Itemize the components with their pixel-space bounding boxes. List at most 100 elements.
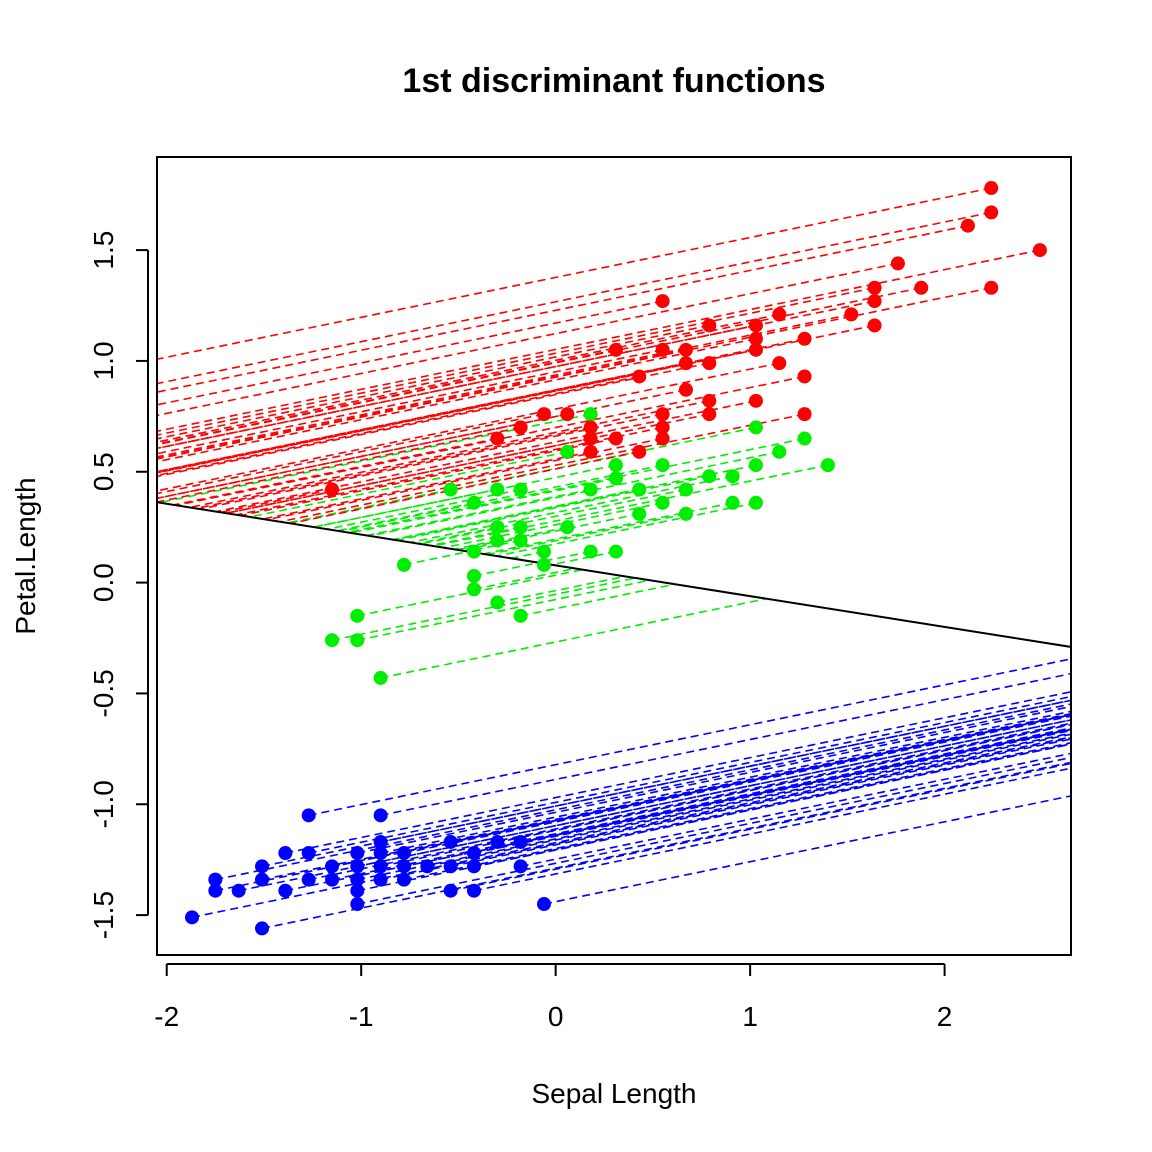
data-point xyxy=(443,482,458,497)
projection-line xyxy=(473,767,1071,892)
projection-line xyxy=(285,728,1071,892)
data-point xyxy=(797,431,812,446)
data-point xyxy=(350,872,365,887)
x-axis-label: Sepal Length xyxy=(531,1078,696,1109)
projection-line xyxy=(417,526,498,545)
projection-line xyxy=(380,597,767,679)
data-point xyxy=(632,444,647,459)
projection-line xyxy=(249,451,568,518)
data-point xyxy=(301,808,316,823)
data-point xyxy=(655,342,670,357)
projection-line xyxy=(157,324,757,450)
data-point xyxy=(820,458,835,473)
data-point xyxy=(748,331,763,346)
data-point xyxy=(466,568,481,583)
data-point xyxy=(255,921,270,936)
data-point xyxy=(632,482,647,497)
projection-line xyxy=(157,300,663,406)
projection-line xyxy=(157,262,899,417)
projection-line xyxy=(176,375,805,507)
projection-line xyxy=(157,349,663,455)
data-point xyxy=(466,495,481,510)
data-point xyxy=(490,533,505,548)
projection-line xyxy=(380,710,1071,854)
projection-line xyxy=(443,502,663,549)
projection-line xyxy=(473,567,576,591)
projection-line xyxy=(157,362,710,478)
projection-line xyxy=(157,286,875,436)
data-point xyxy=(490,834,505,849)
data-point xyxy=(583,482,598,497)
data-point xyxy=(655,420,670,435)
data-point xyxy=(420,859,435,874)
projection-line xyxy=(473,743,1071,868)
data-point xyxy=(466,883,481,898)
data-point xyxy=(655,407,670,422)
data-point xyxy=(655,495,670,510)
data-point xyxy=(373,670,388,685)
projection-line xyxy=(261,712,1071,881)
projection-line xyxy=(450,762,1071,892)
data-point xyxy=(373,859,388,874)
data-point xyxy=(632,506,647,521)
data-point xyxy=(536,407,551,422)
projection-line xyxy=(551,550,617,566)
projection-line xyxy=(157,313,780,443)
projection-line xyxy=(173,437,498,506)
y-axis: -1.5 -1.0 -0.5 0.0 0.5 1.0 1.5 xyxy=(88,231,149,939)
projection-line xyxy=(226,437,591,515)
projection-line xyxy=(240,437,617,517)
data-point xyxy=(373,846,388,861)
data-point xyxy=(583,407,598,422)
data-point xyxy=(396,846,411,861)
projection-line xyxy=(497,723,1071,843)
projection-line xyxy=(157,413,568,500)
data-point xyxy=(702,356,717,371)
y-tick-label: 1.0 xyxy=(88,341,119,380)
data-point xyxy=(513,859,528,874)
data-point xyxy=(536,557,551,572)
data-point xyxy=(208,872,223,887)
projection-line xyxy=(159,413,591,504)
projection-line xyxy=(450,738,1071,868)
data-point xyxy=(608,458,623,473)
data-point xyxy=(702,318,717,333)
projection-line xyxy=(403,715,1071,854)
projection-line xyxy=(380,737,1071,881)
projection-line xyxy=(496,502,757,557)
data-point xyxy=(867,294,882,309)
data-point xyxy=(867,318,882,333)
data-point xyxy=(914,280,929,295)
y-tick-label: -0.5 xyxy=(88,669,119,717)
data-point xyxy=(513,834,528,849)
data-point xyxy=(608,471,623,486)
x-tick-label: -1 xyxy=(349,1001,374,1032)
projection-line xyxy=(308,722,1071,881)
data-point xyxy=(466,859,481,874)
data-point xyxy=(301,872,316,887)
data-point xyxy=(513,608,528,623)
data-point xyxy=(490,431,505,446)
data-point xyxy=(490,595,505,610)
data-point xyxy=(797,369,812,384)
projection-line xyxy=(369,451,780,537)
data-point xyxy=(255,872,270,887)
projection-line xyxy=(262,451,591,520)
data-point xyxy=(466,846,481,861)
projection-line xyxy=(157,249,1041,433)
data-point xyxy=(513,420,528,435)
data-point xyxy=(608,544,623,559)
data-point xyxy=(325,859,340,874)
data-point xyxy=(655,458,670,473)
projection-line xyxy=(357,705,1071,854)
projection-line xyxy=(157,286,922,446)
data-point xyxy=(748,318,763,333)
projection-line xyxy=(226,413,710,515)
projection-line xyxy=(157,337,757,463)
data-point xyxy=(350,897,365,912)
projection-line xyxy=(347,437,805,534)
x-tick-label: 1 xyxy=(742,1001,758,1032)
projection-line xyxy=(220,488,333,514)
projection-line xyxy=(157,362,780,492)
data-point xyxy=(301,846,316,861)
